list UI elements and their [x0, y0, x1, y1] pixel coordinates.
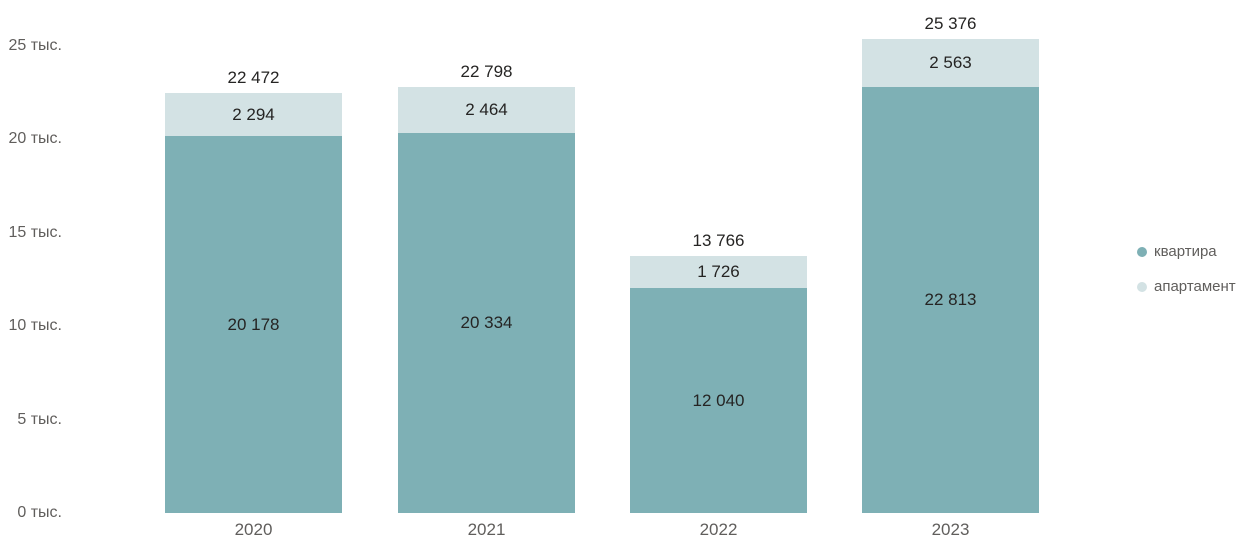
x-axis-label: 2021 — [467, 520, 506, 539]
total-label: 22 472 — [227, 68, 280, 87]
bar-segment-kvartira-2023[interactable] — [862, 87, 1039, 513]
x-axis-label: 2023 — [931, 520, 970, 539]
y-axis-label: 20 тыс. — [8, 130, 62, 148]
legend-swatch-icon — [1137, 281, 1147, 292]
bar-segment-apartament-2022[interactable] — [630, 256, 807, 288]
total-label: 25 376 — [924, 14, 977, 33]
y-axis-label: 5 тыс. — [17, 410, 62, 428]
total-label: 13 766 — [692, 231, 745, 250]
y-axis-label: 15 тыс. — [8, 223, 62, 241]
y-axis-label: 25 тыс. — [8, 37, 62, 54]
bar-segment-kvartira-2020[interactable] — [165, 136, 342, 513]
bar-segment-apartament-2021[interactable] — [398, 87, 575, 133]
legend-label: квартира — [1154, 243, 1217, 260]
bar-segment-apartament-2020[interactable] — [165, 93, 342, 136]
legend-label: апартамент — [1154, 278, 1236, 295]
total-label: 22 798 — [460, 62, 513, 81]
legend-item-apartament[interactable]: апартамент — [1137, 278, 1236, 295]
legend-item-kvartira[interactable]: квартира — [1137, 243, 1217, 260]
x-axis-label: 2020 — [234, 520, 273, 539]
bar-segment-kvartira-2022[interactable] — [630, 288, 807, 513]
legend-swatch-icon — [1137, 246, 1147, 257]
bar-segment-kvartira-2021[interactable] — [398, 133, 575, 513]
y-axis-label: 0 тыс. — [17, 504, 62, 521]
x-axis-label: 2022 — [699, 520, 738, 539]
bar-segment-apartament-2023[interactable] — [862, 39, 1039, 87]
y-axis-label: 10 тыс. — [8, 317, 62, 335]
